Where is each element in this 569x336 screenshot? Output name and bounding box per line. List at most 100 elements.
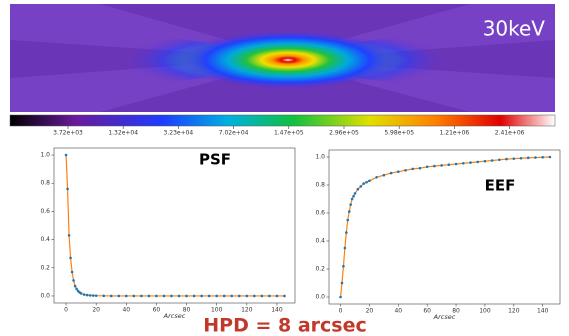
plot-annotation: PSF	[199, 151, 231, 169]
series-line	[341, 157, 550, 297]
colorbar-tick-label: 1.21e+06	[440, 130, 470, 137]
data-point	[534, 156, 537, 159]
y-tick-label: 0.0	[315, 294, 325, 301]
data-point	[469, 161, 472, 164]
x-tick-label: 20	[92, 307, 100, 314]
data-point	[268, 295, 271, 298]
data-point	[351, 198, 354, 201]
colorbar-tick-label: 1.32e+04	[108, 130, 138, 137]
data-point	[110, 295, 113, 298]
data-point	[140, 295, 143, 298]
plot-annotation: EEF	[485, 177, 516, 195]
data-point	[125, 295, 128, 298]
colorbar-tick-label: 1.47e+05	[274, 130, 304, 137]
x-axis-label: Arcsec	[433, 313, 456, 321]
data-point	[253, 295, 256, 298]
data-point	[148, 295, 151, 298]
data-point	[215, 295, 218, 298]
data-point	[345, 231, 348, 234]
data-point	[185, 295, 188, 298]
data-point	[440, 164, 443, 167]
x-tick-label: 0	[64, 307, 68, 314]
data-point	[208, 295, 211, 298]
y-tick-label: 0.6	[315, 210, 325, 217]
data-point	[238, 295, 241, 298]
data-point	[92, 294, 95, 297]
figure: 30keV HPD = 8 arcsec 3.72e+031.32e+043.2…	[0, 0, 569, 336]
data-point	[476, 161, 479, 164]
data-point	[89, 294, 92, 297]
data-point	[261, 295, 264, 298]
x-tick-label: 60	[423, 308, 431, 315]
data-point	[170, 295, 173, 298]
data-point	[383, 174, 386, 177]
data-point	[354, 192, 357, 195]
x-tick-label: 40	[394, 308, 402, 315]
data-point	[404, 169, 407, 172]
x-tick-label: 100	[479, 308, 491, 315]
data-point	[339, 296, 342, 299]
data-point	[95, 294, 98, 297]
data-point	[230, 295, 233, 298]
data-point	[390, 172, 393, 175]
x-tick-label: 120	[241, 307, 253, 314]
y-tick-label: 0.2	[315, 266, 325, 273]
data-point	[71, 271, 74, 274]
y-tick-label: 1.0	[315, 154, 325, 161]
colorbar-tick-label: 2.96e+05	[329, 130, 359, 137]
x-tick-label: 140	[271, 307, 283, 314]
data-point	[359, 185, 362, 188]
data-point	[133, 295, 136, 298]
data-point	[352, 195, 355, 198]
colorbar-tick-label: 2.41e+06	[495, 130, 525, 137]
plot-frame	[329, 150, 560, 304]
energy-label: 30keV	[483, 17, 546, 41]
data-point	[368, 180, 371, 183]
data-point	[411, 168, 414, 171]
data-point	[66, 188, 69, 191]
x-tick-label: 100	[211, 307, 223, 314]
data-point	[484, 160, 487, 163]
data-point	[83, 293, 86, 296]
data-point	[527, 157, 530, 160]
data-point	[344, 247, 347, 250]
data-point	[223, 295, 226, 298]
y-tick-label: 0.0	[40, 292, 50, 299]
data-point	[69, 257, 72, 260]
colorbar-tick-label: 5.98e+05	[384, 130, 414, 137]
y-tick-label: 0.8	[315, 182, 325, 189]
data-point	[102, 295, 105, 298]
data-point	[342, 265, 345, 268]
data-point	[549, 156, 552, 159]
x-tick-label: 140	[537, 308, 549, 315]
data-point	[455, 163, 458, 166]
data-point	[498, 159, 501, 162]
caption: HPD = 8 arcsec	[203, 315, 367, 336]
colorbar-tick-label: 3.72e+03	[53, 130, 83, 137]
data-point	[72, 279, 75, 282]
x-tick-label: 60	[153, 307, 161, 314]
data-point	[426, 166, 429, 169]
data-point	[178, 295, 181, 298]
x-tick-label: 20	[366, 308, 374, 315]
data-point	[86, 294, 89, 297]
x-axis-label: Arcsec	[163, 312, 186, 320]
data-point	[117, 295, 120, 298]
data-point	[276, 295, 279, 298]
data-point	[68, 234, 71, 237]
y-tick-label: 0.2	[40, 264, 50, 271]
data-point	[74, 285, 77, 288]
series-line	[66, 155, 284, 296]
data-point	[520, 157, 523, 160]
data-point	[541, 156, 544, 159]
data-point	[348, 210, 351, 213]
data-point	[346, 219, 349, 222]
data-point	[341, 282, 344, 285]
data-point	[80, 292, 83, 295]
data-point	[365, 181, 368, 184]
data-point	[357, 188, 360, 191]
data-point	[193, 295, 196, 298]
data-point	[433, 165, 436, 168]
data-point	[505, 158, 508, 161]
data-point	[200, 295, 203, 298]
